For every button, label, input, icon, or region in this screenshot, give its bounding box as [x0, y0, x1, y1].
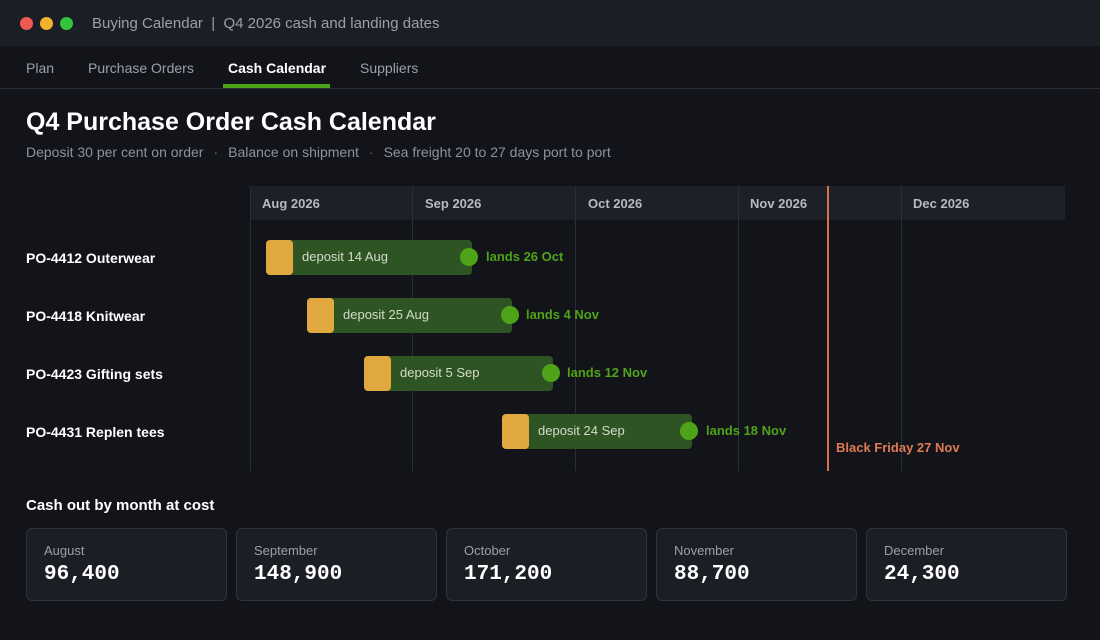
card-value: 88,700	[674, 563, 750, 586]
cash-card-december: December 24,300	[866, 528, 1067, 601]
card-month: October	[464, 543, 511, 558]
card-value: 96,400	[44, 563, 120, 586]
landing-label: lands 12 Nov	[567, 365, 648, 380]
subtitle-separator: ·	[213, 144, 219, 160]
landing-dot	[501, 306, 519, 324]
cash-card-october: October 171,200	[446, 528, 647, 601]
cash-card-august: August 96,400	[26, 528, 227, 601]
subtitle-balance-terms: Balance on shipment	[228, 144, 359, 160]
tab-bar: Plan Purchase Orders Cash Calendar Suppl…	[0, 46, 1100, 89]
subtitle-freight-terms: Sea freight 20 to 27 days port to port	[383, 144, 611, 160]
po-row-label: PO-4431 Replen tees	[26, 424, 165, 440]
page-title: Q4 Purchase Order Cash Calendar	[26, 108, 436, 136]
month-label-aug: Aug 2026	[262, 196, 320, 211]
card-value: 24,300	[884, 563, 960, 586]
window-title: Buying Calendar | Q4 2026 cash and landi…	[92, 15, 440, 32]
month-header	[250, 186, 1065, 220]
deposit-label: deposit 24 Sep	[538, 423, 625, 438]
landing-label: lands 26 Oct	[486, 249, 564, 264]
deposit-marker	[266, 240, 293, 275]
card-value: 171,200	[464, 563, 553, 586]
black-friday-marker-line	[827, 186, 829, 471]
card-month: August	[44, 543, 85, 558]
landing-dot	[460, 248, 478, 266]
month-label-oct: Oct 2026	[588, 196, 643, 211]
landing-label: lands 18 Nov	[706, 423, 787, 438]
month-label-nov: Nov 2026	[750, 196, 808, 211]
deposit-marker	[502, 414, 529, 449]
card-month: September	[254, 543, 318, 558]
deposit-label: deposit 14 Aug	[302, 249, 389, 264]
page-subtitle: Deposit 30 per cent on order · Balance on …	[26, 144, 611, 160]
cash-section-title: Cash out by month at cost	[26, 497, 215, 514]
po-row-label: PO-4418 Knitwear	[26, 308, 146, 324]
card-month: November	[674, 543, 734, 558]
landing-dot	[542, 364, 560, 382]
card-month: December	[884, 543, 944, 558]
po-bar[interactable]	[502, 414, 692, 449]
month-gridline	[575, 186, 576, 471]
po-bar[interactable]	[307, 298, 512, 333]
deposit-marker	[307, 298, 334, 333]
minimize-window-button[interactable]	[40, 17, 53, 30]
subtitle-deposit-terms: Deposit 30 per cent on order	[26, 144, 204, 160]
month-label-dec: Dec 2026	[913, 196, 970, 211]
card-value: 148,900	[254, 563, 343, 586]
maximize-window-button[interactable]	[60, 17, 73, 30]
deposit-marker	[364, 356, 391, 391]
black-friday-label: Black Friday 27 Nov	[836, 440, 960, 455]
month-gridline	[250, 186, 251, 471]
cash-card-september: September 148,900	[236, 528, 437, 601]
po-bar[interactable]	[266, 240, 472, 275]
po-bar[interactable]	[364, 356, 553, 391]
subtitle-separator: ·	[368, 144, 374, 160]
landing-label: lands 4 Nov	[526, 307, 599, 322]
po-row-label: PO-4423 Gifting sets	[26, 366, 163, 382]
landing-dot	[680, 422, 698, 440]
deposit-label: deposit 25 Aug	[343, 307, 430, 322]
month-gridline	[738, 186, 739, 471]
deposit-label: deposit 5 Sep	[400, 365, 480, 380]
month-gridline	[901, 186, 902, 471]
active-tab-indicator	[223, 84, 330, 88]
close-window-button[interactable]	[20, 17, 33, 30]
gantt-timeline: Aug 2026 Sep 2026 Oct 2026 Nov 2026 Dec …	[0, 186, 1100, 471]
cash-card-november: November 88,700	[656, 528, 857, 601]
title-bar: Buying Calendar | Q4 2026 cash and landi…	[0, 0, 1100, 46]
month-label-sep: Sep 2026	[425, 196, 482, 211]
tab-cash-calendar[interactable]: Cash Calendar	[228, 60, 327, 76]
tab-suppliers[interactable]: Suppliers	[360, 60, 419, 76]
tab-plan[interactable]: Plan	[26, 60, 55, 76]
tab-purchase-orders[interactable]: Purchase Orders	[88, 60, 194, 76]
po-row-label: PO-4412 Outerwear	[26, 250, 156, 266]
